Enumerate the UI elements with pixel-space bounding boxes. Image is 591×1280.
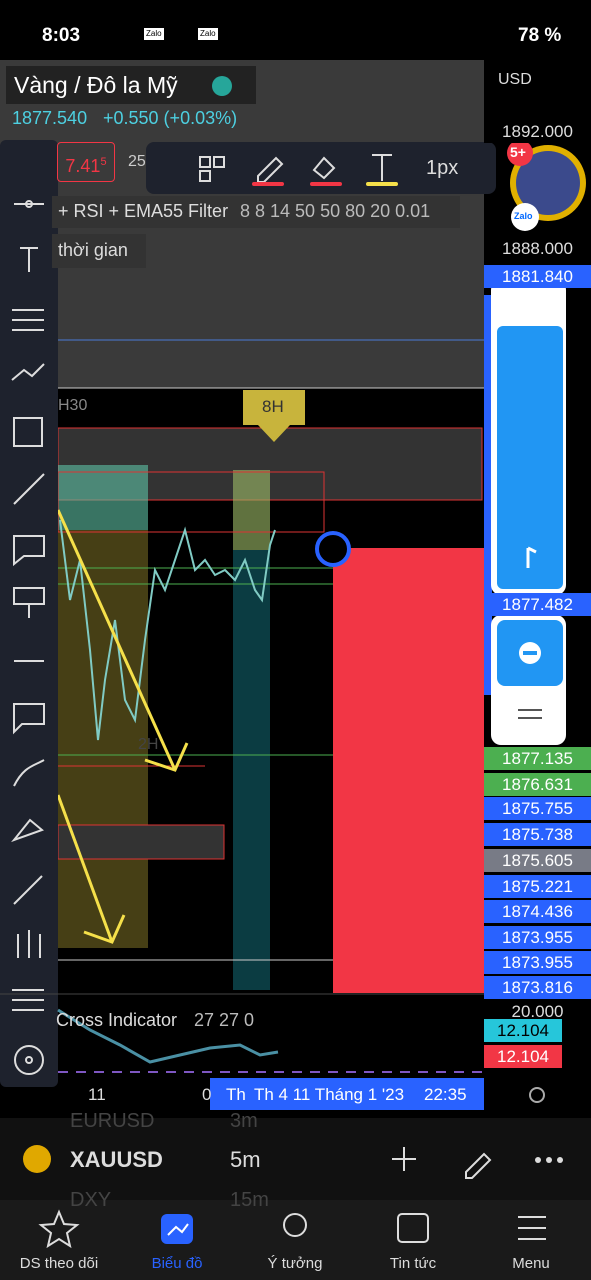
indicator-name: + RSI + EMA55 Filter [58, 201, 229, 221]
nav-label[interactable]: Biểu đồ [151, 1255, 203, 1272]
session-label: H30 [58, 397, 88, 414]
time-label: 0 [202, 1085, 212, 1104]
price-label: 1875.221 [484, 875, 591, 898]
drawing-toolbar [146, 142, 496, 194]
price-label: 1888.000 [484, 237, 591, 260]
add-icon[interactable] [392, 1147, 416, 1171]
nav-icon[interactable] [283, 1213, 307, 1237]
symbol-name: Vàng / Đô la Mỹ [14, 72, 178, 98]
nav-label[interactable]: Menu [512, 1255, 550, 1272]
dnd-icon [523, 651, 537, 655]
nav-label[interactable]: DS theo dõi [19, 1255, 99, 1272]
price-label: 1875.755 [484, 797, 591, 820]
price-label: 1892.000 [484, 120, 591, 143]
price-label: 1874.436 [484, 900, 591, 923]
time-label: 11 [88, 1085, 106, 1104]
time-cursor: Th [226, 1085, 246, 1104]
color-bar [366, 182, 398, 186]
red-zone [333, 548, 484, 993]
more-icon[interactable] [535, 1157, 563, 1163]
badge-count: 5+ [510, 144, 526, 160]
zone [57, 427, 483, 501]
session-label: 2H [138, 736, 159, 753]
price-label: 1873.955 [484, 951, 591, 974]
watch-symbol[interactable]: XAUUSD [70, 1147, 163, 1172]
price-label: 1881.840 [484, 265, 591, 288]
session [58, 465, 148, 530]
draw-icon[interactable] [465, 1152, 492, 1179]
arrow-head [144, 742, 189, 772]
color-bar [310, 182, 342, 186]
price-label: 1873.816 [484, 976, 591, 999]
indicator-params: 8 8 14 50 50 80 20 0.01 [240, 201, 431, 221]
arrow-head [83, 914, 126, 944]
price-label: 1877.482 [484, 593, 591, 616]
zone [57, 824, 225, 860]
oscillator-params: 27 27 0 [194, 1010, 255, 1030]
notif-icon: Zalo [198, 28, 218, 40]
price-label: 1873.955 [484, 926, 591, 949]
badge [507, 140, 533, 166]
price: 1877.540 [12, 108, 88, 128]
change: +0.550 (+0.03%) [103, 108, 238, 128]
session [233, 470, 270, 550]
watch-symbol[interactable]: DXY [70, 1189, 112, 1211]
gold-icon [23, 1145, 51, 1173]
market-status [212, 76, 232, 96]
nav-icon[interactable] [397, 1213, 429, 1243]
price-label: 12.104 [484, 1019, 562, 1042]
handle[interactable] [315, 531, 351, 567]
price-line [59, 519, 276, 741]
battery: 78 % [518, 25, 562, 46]
oscillator-name: Cross Indicator [56, 1010, 178, 1030]
hidden-labels [484, 295, 492, 695]
zalo-icon [511, 203, 539, 231]
time-cursor: Th 4 11 Tháng 1 '23 [254, 1085, 405, 1104]
arrow [56, 509, 177, 771]
price-label: 1875.738 [484, 823, 591, 846]
currency[interactable]: USD [498, 71, 532, 88]
arrow [56, 794, 114, 943]
watch-interval[interactable]: 3m [230, 1110, 258, 1132]
indicator-name: thời gian [58, 240, 128, 260]
settings-icon[interactable] [529, 1087, 545, 1103]
clock: 8:03 [42, 25, 81, 46]
price-label: 1877.135 [484, 747, 591, 770]
color-bar [252, 182, 284, 186]
price-label: 1875.605 [484, 849, 591, 872]
watch-symbol[interactable]: EURUSD [70, 1110, 155, 1132]
zalo-label: Zalo [514, 211, 533, 221]
session-label: 8H [262, 397, 284, 416]
nav-label[interactable]: Tin tức [389, 1255, 437, 1272]
tool-icons [11, 200, 45, 1075]
line-width[interactable]: 1px [426, 157, 459, 179]
label-box [243, 390, 305, 442]
drawing-toolbar-icons [199, 154, 392, 183]
music-icon [526, 546, 537, 568]
settings-icon [518, 709, 542, 719]
nav-icon[interactable] [518, 1216, 546, 1240]
nav-label[interactable]: Ý tưởng [267, 1255, 323, 1272]
oscillator-line [57, 1008, 279, 1064]
price-label: 20.000 [484, 1000, 591, 1023]
watchlist [0, 1118, 591, 1200]
nav-icon[interactable] [38, 1209, 80, 1249]
sell-button[interactable]: 7.415 [57, 142, 115, 182]
watch-interval[interactable]: 15m [230, 1189, 269, 1211]
nav-icon [167, 1223, 189, 1236]
watch-interval[interactable]: 5m [230, 1147, 261, 1172]
notif-icon: Zalo [144, 28, 164, 40]
session [233, 470, 270, 990]
volume-slider[interactable] [497, 326, 563, 589]
time-cursor: 22:35 [424, 1085, 467, 1104]
price-label: 12.104 [484, 1045, 562, 1068]
avatar [516, 151, 580, 215]
spread: 25 [128, 153, 146, 170]
price-label: 1876.631 [484, 773, 591, 796]
